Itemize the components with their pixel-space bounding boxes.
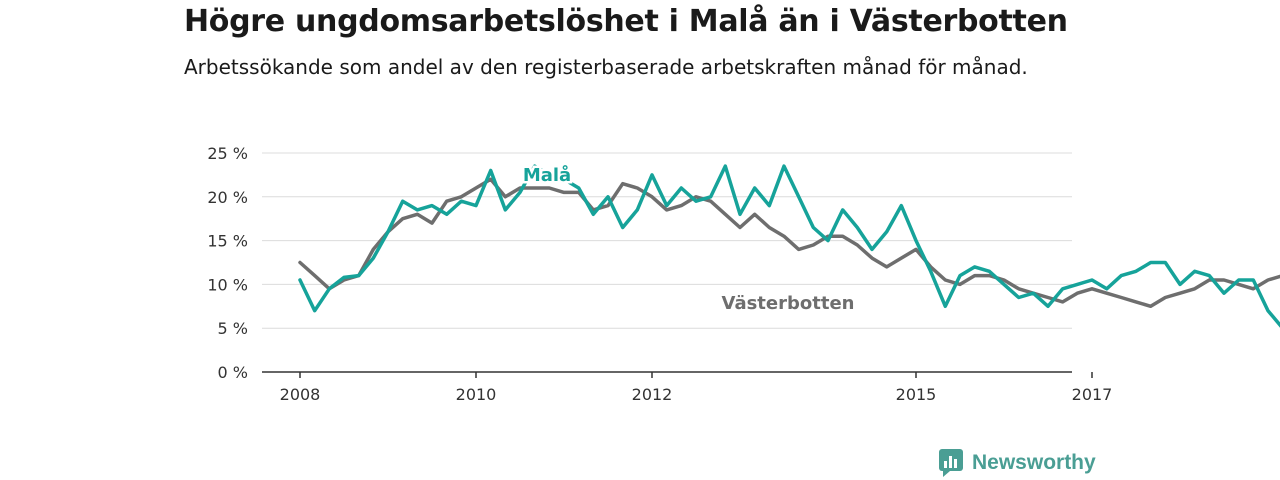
- y-tick-label: 10 %: [207, 275, 248, 294]
- y-tick-label: 15 %: [207, 232, 248, 251]
- chart-title: Högre ungdomsarbetslöshet i Malå än i Vä…: [184, 4, 1068, 39]
- brand-logo: Newsworthy: [938, 448, 1096, 478]
- brand-name: Newsworthy: [972, 451, 1096, 474]
- series-label-mala: Malå: [523, 164, 571, 186]
- newsworthy-icon: [939, 449, 963, 477]
- x-tick-label: 2012: [632, 385, 673, 404]
- chart-subtitle: Arbetssökande som andel av den registerb…: [184, 55, 1028, 79]
- x-tick-label: 2008: [280, 385, 321, 404]
- y-tick-label: 0 %: [218, 363, 248, 382]
- x-tick-label: 2015: [896, 385, 937, 404]
- x-tick-label: 2010: [456, 385, 497, 404]
- y-tick-label: 5 %: [218, 319, 248, 338]
- line-chart: 0 % 5 % 10 % 15 % 20 % 25 % 2008 2010 2012 2015 20…: [207, 144, 1280, 404]
- y-tick-label: 20 %: [207, 188, 248, 207]
- x-tick-label: 2017: [1072, 385, 1113, 404]
- y-tick-label: 25 %: [207, 144, 248, 163]
- series-line-mala: [298, 164, 1280, 328]
- series-label-vasterbotten: Västerbotten: [722, 293, 855, 314]
